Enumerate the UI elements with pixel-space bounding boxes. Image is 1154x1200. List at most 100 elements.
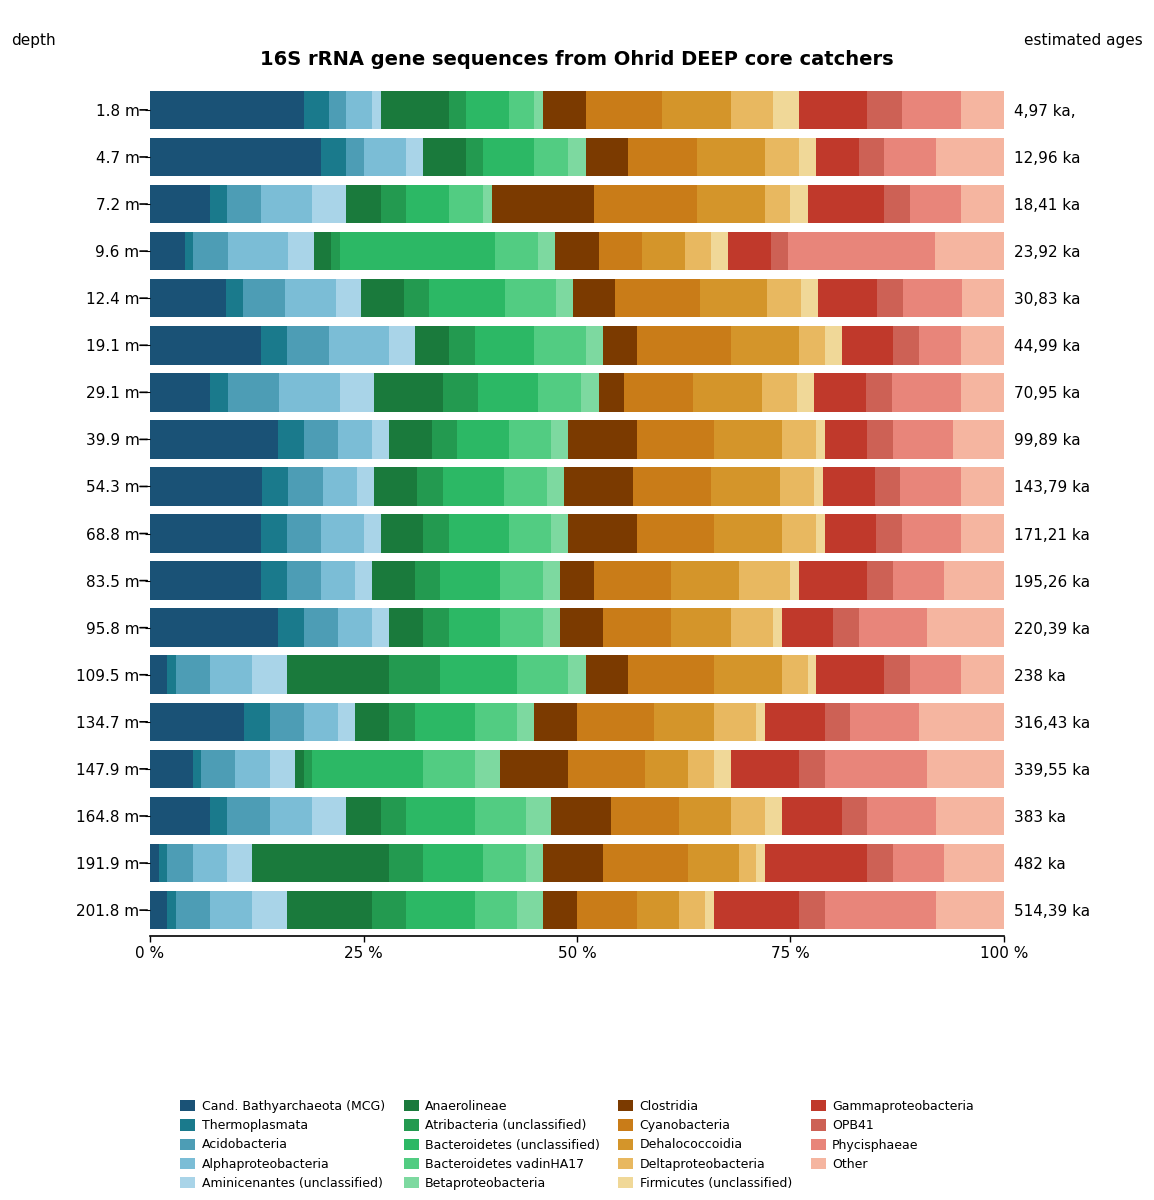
Bar (756, 844, 765, 882)
Bar (585, 326, 602, 365)
Bar (825, 420, 868, 458)
Bar (542, 90, 585, 130)
Bar (286, 326, 329, 365)
Bar (637, 515, 713, 553)
Bar (818, 278, 877, 318)
Bar (150, 420, 278, 458)
Bar (599, 232, 642, 270)
Bar (150, 138, 321, 176)
Bar (585, 90, 662, 130)
Bar (441, 562, 500, 600)
Bar (193, 844, 227, 882)
Bar (740, 844, 756, 882)
Bar (782, 420, 816, 458)
Bar (577, 702, 654, 742)
Bar (288, 467, 322, 505)
Bar (346, 138, 364, 176)
Text: depth: depth (12, 32, 57, 48)
Bar (175, 890, 210, 930)
Bar (314, 232, 331, 270)
Bar (478, 373, 538, 412)
Bar (321, 562, 355, 600)
Bar (893, 420, 953, 458)
Bar (150, 515, 261, 553)
Bar (875, 467, 900, 505)
Bar (868, 797, 936, 835)
Bar (961, 467, 1004, 505)
Bar (728, 232, 771, 270)
Bar (654, 702, 713, 742)
Bar (684, 232, 711, 270)
Bar (227, 185, 261, 223)
Bar (150, 890, 167, 930)
Bar (773, 608, 782, 647)
Bar (797, 373, 815, 412)
Bar (564, 467, 634, 505)
Bar (825, 326, 841, 365)
Bar (825, 750, 927, 788)
Bar (150, 326, 261, 365)
Bar (670, 608, 730, 647)
Bar (697, 138, 765, 176)
Bar (773, 90, 799, 130)
Bar (338, 702, 355, 742)
Bar (944, 562, 1004, 600)
Bar (841, 326, 893, 365)
Bar (288, 232, 314, 270)
Bar (799, 890, 825, 930)
Bar (680, 890, 705, 930)
Bar (304, 750, 313, 788)
Bar (740, 562, 790, 600)
Bar (261, 185, 313, 223)
Bar (474, 890, 517, 930)
Bar (210, 655, 253, 694)
Bar (893, 844, 944, 882)
Bar (150, 278, 226, 318)
Bar (552, 797, 612, 835)
Bar (381, 797, 406, 835)
Bar (336, 278, 361, 318)
Bar (449, 515, 509, 553)
Bar (902, 278, 961, 318)
Bar (261, 515, 286, 553)
Bar (936, 890, 1004, 930)
Bar (150, 702, 243, 742)
Bar (338, 608, 372, 647)
Bar (150, 750, 193, 788)
Bar (670, 562, 740, 600)
Bar (313, 797, 346, 835)
Bar (313, 750, 424, 788)
Bar (628, 138, 697, 176)
Bar (484, 185, 492, 223)
Bar (936, 138, 1004, 176)
Bar (406, 890, 474, 930)
Bar (594, 185, 697, 223)
Bar (815, 467, 823, 505)
Bar (150, 185, 210, 223)
Bar (150, 655, 167, 694)
Bar (270, 702, 304, 742)
Bar (697, 185, 765, 223)
Bar (816, 515, 825, 553)
Bar (585, 655, 628, 694)
Bar (594, 562, 670, 600)
Bar (782, 797, 841, 835)
Bar (825, 702, 850, 742)
Bar (560, 562, 594, 600)
Bar (572, 278, 615, 318)
Bar (346, 797, 381, 835)
Bar (503, 467, 547, 505)
Bar (780, 467, 815, 505)
Bar (286, 890, 372, 930)
Bar (321, 138, 346, 176)
Bar (919, 702, 1004, 742)
Bar (339, 373, 374, 412)
Bar (346, 90, 372, 130)
Bar (374, 467, 418, 505)
Bar (556, 278, 572, 318)
Bar (414, 702, 474, 742)
Bar (372, 562, 414, 600)
Bar (782, 608, 833, 647)
Bar (799, 750, 825, 788)
Bar (935, 232, 1004, 270)
